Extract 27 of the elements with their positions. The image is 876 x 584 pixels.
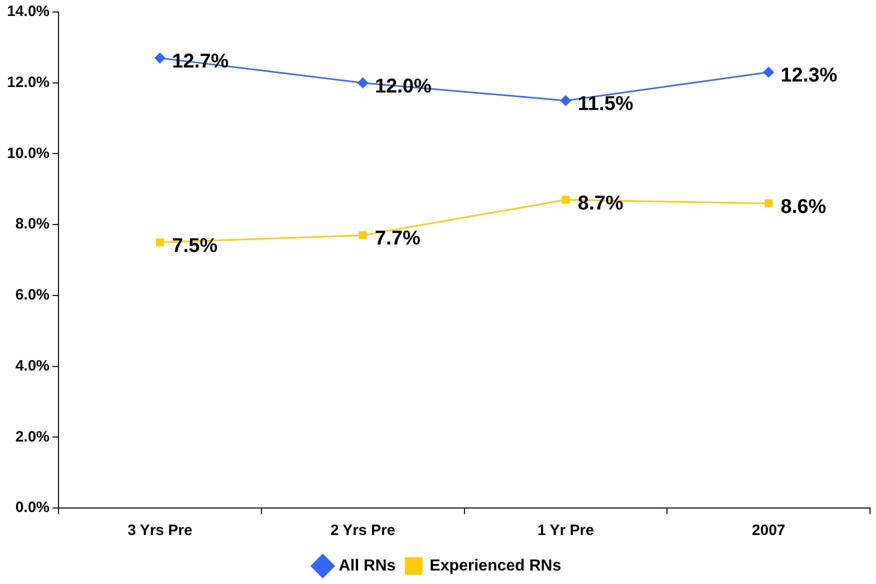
- point: [154, 52, 166, 64]
- y-tick-label: 8.0%: [15, 216, 50, 233]
- point: [358, 231, 367, 240]
- y-tick-label: 10.0%: [6, 144, 50, 162]
- data-label: 8.6%: [780, 196, 826, 218]
- y-tick-label: 12.0%: [6, 74, 50, 91]
- point: [358, 78, 368, 88]
- point: [156, 238, 164, 246]
- legend-label: All RNs: [338, 557, 396, 574]
- data-label: 12.3%: [780, 64, 838, 87]
- y-tick-label: 6.0%: [15, 286, 50, 304]
- y-tick-label: 4.0%: [15, 357, 50, 374]
- data-label: 11.5%: [578, 93, 634, 116]
- point: [560, 95, 571, 106]
- point: [763, 66, 774, 78]
- data-label: 7.5%: [172, 234, 218, 257]
- y-tick-label: 2.0%: [15, 428, 50, 446]
- y-tick-label: 0.0%: [15, 499, 50, 516]
- data-label: 7.7%: [374, 228, 421, 250]
- x-tick-label: 1 Yr Pre: [537, 522, 594, 540]
- y-tick-label: 14.0%: [6, 3, 50, 20]
- x-tick-label: 3 Yrs Pre: [128, 522, 192, 540]
- legend-label: Experienced RNs: [430, 557, 562, 574]
- x-tick-label: 2 Yrs Pre: [330, 522, 396, 540]
- point: [764, 199, 772, 208]
- point: [562, 196, 570, 204]
- x-tick-label: 2007: [752, 522, 786, 540]
